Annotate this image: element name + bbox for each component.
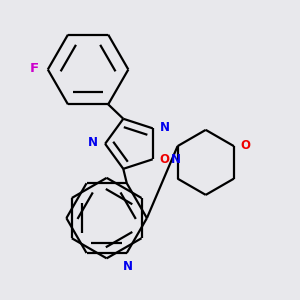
Text: O: O [241,139,251,152]
Text: O: O [159,153,169,167]
Text: N: N [123,260,133,273]
Text: N: N [171,153,181,166]
Text: F: F [30,62,39,75]
Text: N: N [88,136,98,149]
Text: N: N [160,121,170,134]
